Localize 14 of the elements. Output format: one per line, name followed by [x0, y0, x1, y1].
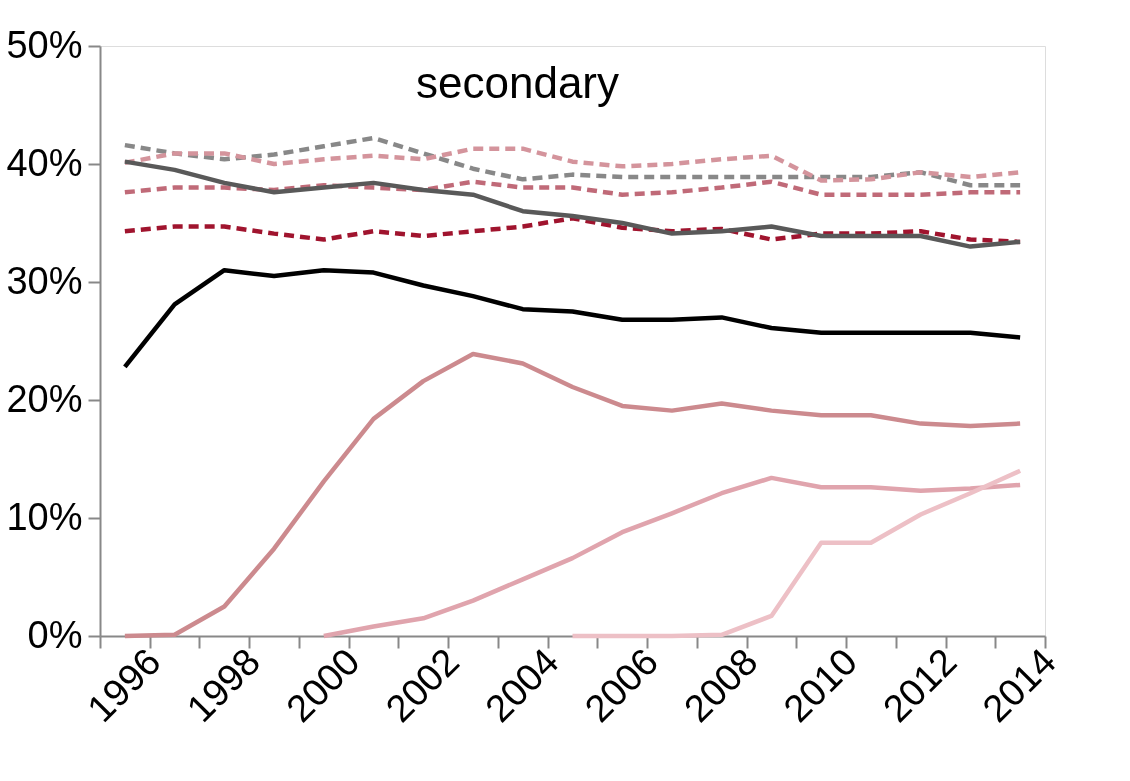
y-tick-label: 0% [27, 613, 83, 656]
line-series [122, 159, 1023, 249]
y-tick-label: 10% [6, 495, 83, 538]
line-series [122, 267, 1023, 370]
y-tick-label: 40% [6, 141, 83, 184]
y-tick-label: 50% [6, 23, 83, 66]
line-series [122, 351, 1023, 639]
line-series [122, 135, 1023, 188]
line-series [321, 475, 1023, 639]
line-series [570, 468, 1023, 639]
line-series [122, 179, 1023, 197]
y-tick-label: 30% [6, 259, 83, 302]
chart-title: secondary [415, 58, 620, 107]
y-tick-label: 20% [6, 377, 83, 420]
